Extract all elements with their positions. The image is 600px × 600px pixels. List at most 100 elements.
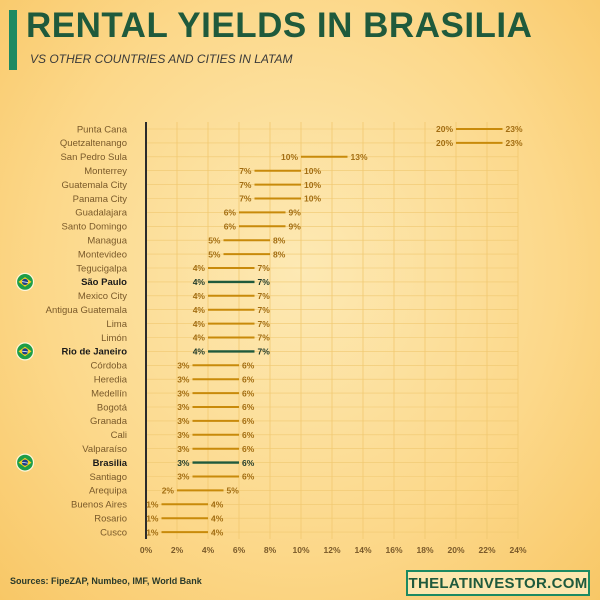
min-value-label: 3% [177,472,190,482]
x-tick-label: 2% [171,545,184,555]
max-value-label: 10% [304,194,321,204]
city-label: Santiago [89,472,127,483]
min-value-label: 3% [177,430,190,440]
min-value-label: 3% [177,416,190,426]
max-value-label: 4% [211,500,224,510]
x-tick-label: 8% [264,545,277,555]
max-value-label: 6% [242,472,255,482]
max-value-label: 23% [506,124,523,134]
city-label: Guatemala City [62,180,128,191]
min-value-label: 3% [177,444,190,454]
max-value-label: 7% [258,319,271,329]
max-value-label: 6% [242,374,255,384]
min-value-label: 2% [162,486,175,496]
city-label: Rosario [94,514,127,525]
x-tick-label: 0% [140,545,153,555]
city-label: Managua [87,236,127,247]
max-value-label: 6% [242,458,255,468]
city-label: Heredia [94,375,128,386]
min-value-label: 4% [193,291,206,301]
max-value-label: 13% [351,152,368,162]
min-value-label: 5% [208,235,221,245]
min-value-label: 7% [239,194,252,204]
min-value-label: 1% [146,513,159,523]
city-label: Córdoba [91,361,128,372]
max-value-label: 7% [258,291,271,301]
max-value-label: 6% [242,402,255,412]
max-value-label: 4% [211,527,224,537]
max-value-label: 10% [304,180,321,190]
x-tick-label: 22% [478,545,495,555]
x-tick-label: 4% [202,545,215,555]
max-value-label: 7% [258,347,271,357]
flag-band [21,281,29,283]
max-value-label: 6% [242,361,255,371]
max-value-label: 7% [258,277,271,287]
max-value-label: 6% [242,416,255,426]
min-value-label: 4% [193,333,206,343]
min-value-label: 20% [436,138,453,148]
flag-band [21,461,29,464]
max-value-label: 10% [304,166,321,176]
max-value-label: 7% [258,333,271,343]
city-label: Antigua Guatemala [46,305,128,316]
page-subtitle: VS OTHER COUNTRIES AND CITIES IN LATAM [30,52,293,66]
min-value-label: 4% [193,347,206,357]
brand-badge[interactable]: THELATINVESTOR.COM [406,570,590,596]
max-value-label: 23% [506,138,523,148]
city-label: São Paulo [81,277,127,288]
min-value-label: 20% [436,124,453,134]
max-value-label: 6% [242,388,255,398]
city-label: Tegucigalpa [76,263,127,274]
min-value-label: 4% [193,305,206,315]
city-label: Arequipa [89,486,128,497]
title-accent-bar [9,10,17,70]
city-label: Valparaíso [82,444,127,455]
sources-note: Sources: FipeZAP, Numbeo, IMF, World Ban… [10,576,202,586]
min-value-label: 3% [177,374,190,384]
city-label: Montevideo [78,249,127,260]
min-value-label: 3% [177,361,190,371]
min-value-label: 1% [146,500,159,510]
x-tick-label: 14% [354,545,371,555]
min-value-label: 4% [193,277,206,287]
page-title: RENTAL YIELDS IN BRASILIA [26,6,533,45]
city-label: Medellín [91,388,127,399]
max-value-label: 8% [273,235,286,245]
max-value-label: 7% [258,263,271,273]
city-label: Santo Domingo [62,222,127,233]
city-label: Guadalajara [75,208,127,219]
brand-text: THELATINVESTOR.COM [408,574,588,592]
flag-band [21,350,29,353]
min-value-label: 6% [224,208,237,218]
x-tick-label: 10% [292,545,309,555]
city-label: Limón [101,333,127,344]
city-label: Brasilia [93,458,128,469]
max-value-label: 7% [258,305,271,315]
min-value-label: 6% [224,222,237,232]
city-label: Panama City [73,194,128,205]
x-tick-label: 6% [233,545,246,555]
min-value-label: 3% [177,402,190,412]
min-value-label: 3% [177,458,190,468]
x-tick-label: 24% [509,545,526,555]
max-value-label: 8% [273,249,286,259]
city-label: Buenos Aires [71,500,127,511]
max-value-label: 6% [242,430,255,440]
city-label: Quetzaltenango [60,138,127,149]
city-label: Granada [90,416,128,427]
max-value-label: 9% [289,222,302,232]
x-tick-label: 18% [416,545,433,555]
x-tick-label: 20% [447,545,464,555]
min-value-label: 7% [239,180,252,190]
min-value-label: 4% [193,263,206,273]
min-value-label: 3% [177,388,190,398]
x-tick-label: 12% [323,545,340,555]
max-value-label: 6% [242,444,255,454]
city-label: Cusco [100,527,127,538]
city-label: Rio de Janeiro [62,347,128,358]
max-value-label: 5% [227,486,240,496]
x-tick-label: 16% [385,545,402,555]
city-label: Bogotá [97,402,128,413]
